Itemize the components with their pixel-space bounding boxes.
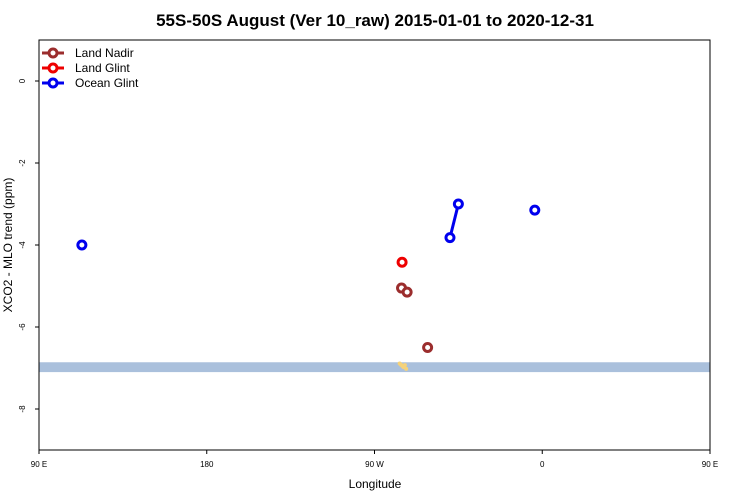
y-axis-label: XCO2 - MLO trend (ppm)	[1, 178, 15, 313]
plot-frame	[38, 39, 711, 451]
legend-ocean-glint-marker	[47, 77, 59, 89]
y-tick-label: -6	[18, 323, 27, 331]
x-tick-label: 90 E	[702, 460, 718, 469]
land-nadir-point	[422, 342, 434, 353]
y-tick-label: -8	[18, 405, 27, 413]
legend-land-glint-marker	[47, 62, 59, 74]
land-dot	[402, 363, 407, 368]
ocean-glint-point	[529, 204, 541, 216]
ocean-glint-point	[452, 198, 464, 210]
land-glint-point	[396, 256, 408, 268]
legend-land-nadir-marker	[47, 47, 59, 59]
chart-title: 55S-50S August (Ver 10_raw) 2015-01-01 t…	[156, 11, 594, 30]
land-band	[39, 362, 710, 373]
y-tick-label: -4	[18, 241, 27, 249]
legend-land-glint-label: Land Glint	[75, 61, 130, 75]
x-tick-label: 90 W	[365, 460, 384, 469]
legend-land-nadir-label: Land Nadir	[75, 46, 134, 60]
y-tick-label: -2	[18, 159, 27, 167]
plot-area	[39, 198, 710, 373]
ocean-glint-point	[444, 232, 456, 244]
x-axis: 90 E 180 90 W 0 90 E	[31, 450, 718, 469]
land-nadir-point	[401, 286, 413, 298]
y-axis: 0 -2 -4 -6 -8	[18, 78, 39, 413]
ocean-glint-point	[76, 239, 88, 251]
ocean-glint-line	[448, 203, 460, 238]
legend-ocean-glint-label: Ocean Glint	[75, 76, 139, 90]
x-tick-label: 0	[540, 460, 545, 469]
y-tick-label: 0	[18, 78, 27, 83]
x-tick-label: 90 E	[31, 460, 47, 469]
x-tick-label: 180	[200, 460, 214, 469]
x-axis-label: Longitude	[349, 477, 402, 491]
land-dot	[404, 366, 409, 371]
